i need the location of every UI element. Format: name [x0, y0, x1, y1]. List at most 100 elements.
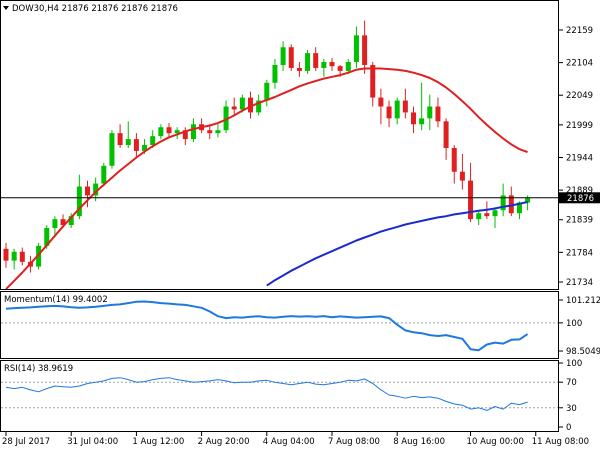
candle-body [142, 145, 148, 151]
candle-body [476, 213, 482, 220]
candle-body [52, 219, 58, 229]
candle-body [158, 127, 164, 137]
candle-body [36, 245, 42, 267]
ma-fast-line [5, 67, 528, 290]
price-tick-label: 22049 [566, 91, 593, 101]
candle-body [525, 197, 531, 203]
candle-body [117, 133, 123, 146]
candle-body [93, 183, 99, 196]
candles[interactable] [3, 20, 531, 273]
candle-body [516, 202, 522, 214]
symbol-dropdown-icon[interactable] [3, 6, 9, 10]
candle-body [362, 35, 368, 65]
candle-body [76, 186, 82, 217]
time-tick-label: 2 Aug 20:00 [198, 437, 250, 447]
candle-body [215, 130, 221, 134]
candle-body [231, 106, 237, 110]
candle-body [329, 62, 335, 67]
candle-body [68, 216, 74, 226]
candle-body [508, 195, 514, 214]
time-tick-label: 10 Aug 00:00 [467, 437, 524, 447]
rsi-tick-label: 70 [566, 378, 577, 388]
candle-body [394, 100, 400, 119]
candle-body [411, 112, 416, 125]
candle-body [280, 47, 286, 65]
candle-body [109, 133, 115, 166]
candle-body [85, 186, 90, 196]
candle-body [207, 130, 213, 134]
price-tick-label: 21944 [566, 153, 593, 163]
candle-body [321, 62, 327, 68]
candle-body [133, 139, 139, 151]
price-tick-label: 21734 [566, 278, 593, 288]
candle-body [386, 106, 392, 119]
candle-body [500, 195, 506, 211]
time-tick-label: 7 Aug 08:00 [328, 437, 380, 447]
momentum-tick-label: 98.5049 [566, 347, 600, 357]
candle-body [296, 67, 302, 71]
candle-body [11, 251, 17, 261]
candle-body [337, 66, 343, 71]
candle-body [345, 62, 351, 71]
candle-body [459, 171, 465, 181]
candle-body [370, 64, 376, 98]
price-tick-label: 21889 [566, 186, 593, 196]
candle-body [419, 118, 425, 125]
candle-body [125, 139, 131, 146]
candle-body [451, 147, 457, 172]
candle-body [174, 130, 180, 134]
rsi-tick-label: 30 [566, 404, 577, 414]
moving-averages [5, 67, 528, 290]
time-tick-label: 28 Jul 2017 [2, 437, 50, 447]
momentum-label: Momentum(14) 99.4002 [4, 295, 108, 305]
candle-body [248, 97, 253, 113]
candle-body [256, 100, 262, 113]
candle-body [60, 219, 66, 226]
rsi-panel-frame [0, 360, 559, 432]
price-axis: 22159 22104 22049 21999 21944 21889 21839 21784… [559, 26, 593, 288]
time-axis: 28 Jul 2017 31 Jul 04:00 1 Aug 12:00 2 Aug … [2, 432, 589, 447]
rsi-axis: 100 70 30 0 [559, 359, 582, 433]
time-tick-label: 8 Aug 16:00 [393, 437, 445, 447]
candle-body [305, 53, 311, 71]
candle-body [484, 213, 490, 217]
candle-body [190, 124, 196, 140]
momentum-tick-label: 100 [566, 319, 582, 329]
price-tick-label: 22159 [566, 26, 593, 36]
candle-body [182, 130, 188, 140]
time-tick-label: 1 Aug 12:00 [132, 437, 184, 447]
candle-body [378, 97, 384, 107]
candle-body [166, 127, 172, 134]
rsi-tick-label: 0 [566, 423, 571, 433]
candle-body [353, 35, 359, 63]
symbol-info: DOW30,H4 21876 21876 21876 21876 [12, 4, 178, 14]
price-tick-label: 22104 [566, 59, 593, 69]
price-panel-frame [0, 0, 559, 290]
candle-body [468, 180, 474, 220]
momentum-panel-frame [0, 291, 559, 359]
last-price-tag [559, 192, 600, 204]
ma-slow-line [266, 201, 528, 287]
rsi-tick-label: 100 [566, 359, 582, 369]
candle-body [435, 106, 441, 122]
indicator-lines [5, 300, 529, 411]
candle-body [313, 53, 319, 68]
price-tick-label: 21999 [566, 121, 593, 131]
candle-body [492, 210, 498, 217]
rsi-line [5, 377, 528, 411]
candle-body [44, 228, 50, 246]
rsi-label: RSI(14) 38.9619 [4, 364, 73, 374]
candle-body [19, 251, 25, 262]
time-tick-label: 4 Aug 04:00 [263, 437, 315, 447]
candle-body [272, 64, 278, 83]
candle-body [427, 106, 433, 119]
price-tick-label: 21784 [566, 248, 593, 258]
candle-body [239, 97, 245, 110]
candle-body [402, 100, 408, 113]
candle-body [150, 136, 156, 146]
candle-body [101, 165, 107, 184]
candle-body [223, 106, 229, 131]
